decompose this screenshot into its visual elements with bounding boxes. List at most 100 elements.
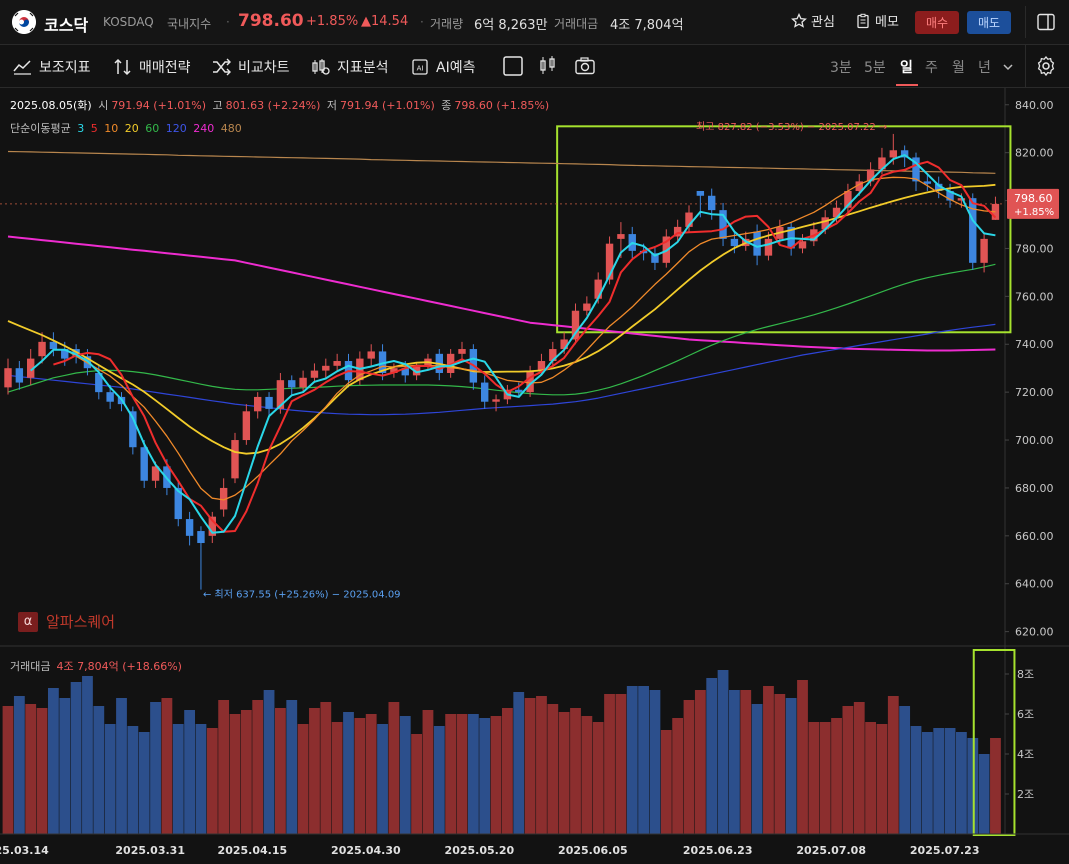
volume-tick-label: 6조 bbox=[1017, 708, 1034, 721]
ai-predict-label: AI예측 bbox=[436, 60, 476, 76]
volume-bar bbox=[343, 712, 354, 834]
candle-body bbox=[900, 150, 909, 158]
candle bbox=[935, 176, 943, 199]
candle bbox=[333, 353, 341, 371]
candle-body bbox=[912, 157, 920, 182]
memo-button[interactable]: 메모 bbox=[855, 11, 899, 30]
volume-bar bbox=[36, 708, 48, 834]
panel-toggle-icon[interactable] bbox=[1036, 12, 1056, 36]
candle bbox=[844, 183, 852, 213]
volume-bar bbox=[479, 718, 491, 834]
compare-label: 비교차트 bbox=[238, 60, 290, 76]
candle bbox=[458, 341, 466, 362]
candle-body bbox=[333, 361, 341, 366]
chevron-down-icon[interactable] bbox=[1001, 59, 1015, 78]
korea-flag-icon bbox=[12, 10, 36, 34]
watch-button[interactable]: 관심 bbox=[791, 11, 835, 30]
volume-bar bbox=[581, 716, 593, 834]
candle bbox=[322, 358, 330, 378]
volume-bar bbox=[433, 726, 445, 834]
candle-body bbox=[639, 250, 648, 254]
x-axis-label: 2025.07.08 bbox=[796, 844, 866, 857]
candle-body bbox=[27, 358, 35, 378]
layout-square-icon[interactable] bbox=[502, 55, 524, 81]
period-5min[interactable]: 5분 bbox=[864, 60, 886, 76]
candle-body bbox=[878, 157, 886, 170]
x-axis-label: 2025.06.23 bbox=[683, 844, 753, 857]
volume-bar bbox=[570, 708, 581, 834]
candle bbox=[378, 344, 387, 381]
buy-button[interactable]: 매수 bbox=[915, 11, 959, 34]
volume-panel: 8조 6조 4조 2조 2025.03.14 2025.03.31 2025.04.15 20… bbox=[0, 649, 1069, 857]
candle bbox=[265, 392, 273, 417]
low-value: 791.94 (+1.01%) bbox=[340, 99, 435, 112]
x-axis-label: 2025.07.23 bbox=[910, 844, 980, 857]
volume-bar bbox=[524, 698, 536, 834]
volume-bar bbox=[933, 728, 945, 834]
price-tag-price: 798.60 bbox=[1014, 192, 1053, 205]
volume-bar bbox=[275, 708, 286, 834]
period-week[interactable]: 주 bbox=[925, 60, 938, 76]
gear-icon[interactable] bbox=[1035, 55, 1057, 81]
volume-tick-label: 2조 bbox=[1017, 788, 1034, 801]
ai-predict-button[interactable]: AI AI예측 bbox=[410, 57, 475, 77]
chart-type-candle-icon[interactable] bbox=[537, 55, 559, 81]
candle bbox=[764, 231, 773, 261]
ma-legend-label: 단순이동평균 bbox=[10, 122, 71, 135]
analysis-button[interactable]: 지표분석 bbox=[311, 57, 389, 77]
y-tick-label: 840.00 bbox=[1015, 99, 1054, 112]
sell-button[interactable]: 매도 bbox=[967, 11, 1011, 34]
volume-bar bbox=[672, 718, 684, 834]
volume-bar bbox=[502, 708, 513, 834]
candle bbox=[310, 363, 319, 383]
volume-bar bbox=[297, 724, 309, 834]
volume-bar bbox=[229, 714, 241, 834]
candle-body bbox=[719, 210, 727, 239]
ohlc-info: 2025.08.05(화) 시 791.94 (+1.01%) 고 801.63 (… bbox=[10, 97, 552, 113]
high-annotation: 최고 827.82 (−3.53%) − 2025.07.22 → bbox=[696, 121, 887, 133]
high-value: 801.63 (+2.24%) bbox=[225, 99, 321, 112]
candle-body bbox=[151, 466, 160, 481]
ma-legend[interactable]: 단순이동평균 3 5 10 20 60 120 240 480 bbox=[10, 120, 245, 136]
period-month[interactable]: 월 bbox=[952, 60, 965, 76]
candle-body bbox=[231, 440, 239, 479]
volume-bar bbox=[25, 704, 37, 834]
candle bbox=[651, 246, 659, 271]
index-category: 국내지수 bbox=[167, 17, 212, 31]
candle-body bbox=[798, 241, 807, 249]
candle-body bbox=[560, 339, 568, 350]
candle-body bbox=[980, 238, 988, 263]
indicators-button[interactable]: 보조지표 bbox=[13, 57, 91, 77]
x-axis-label: 2025.04.15 bbox=[218, 844, 288, 857]
volume-bar bbox=[717, 670, 729, 834]
bar-date: 2025.08.05(화) bbox=[10, 99, 92, 112]
candle bbox=[299, 370, 307, 393]
period-year[interactable]: 년 bbox=[978, 60, 991, 76]
volume-panel-value: 4조 7,804억 (+18.66%) bbox=[56, 660, 182, 673]
strategy-button[interactable]: 매매전략 bbox=[113, 57, 191, 77]
candle bbox=[140, 440, 148, 488]
candle-body bbox=[957, 198, 966, 201]
candle bbox=[912, 152, 920, 191]
volume-bar bbox=[944, 728, 956, 834]
watch-label: 관심 bbox=[811, 15, 835, 30]
volume-bar bbox=[48, 688, 59, 834]
period-3min[interactable]: 3분 bbox=[830, 60, 852, 76]
candle bbox=[38, 332, 46, 364]
volume-bar bbox=[184, 710, 195, 834]
candle bbox=[969, 193, 977, 271]
x-axis-label: 2025.06.05 bbox=[558, 844, 628, 857]
camera-icon[interactable] bbox=[574, 55, 596, 81]
period-day[interactable]: 일 bbox=[900, 60, 913, 76]
indicators-label: 보조지표 bbox=[39, 60, 91, 76]
y-tick-label: 660.00 bbox=[1015, 530, 1054, 543]
compare-button[interactable]: 비교차트 bbox=[212, 57, 290, 77]
y-tick-label: 740.00 bbox=[1015, 338, 1054, 351]
separator-dot: · bbox=[420, 15, 424, 29]
price-chart[interactable]: 840.00820.00800.00780.00760.00740.00720.… bbox=[0, 88, 1069, 864]
candle bbox=[481, 375, 489, 409]
index-name: 코스닥 bbox=[44, 16, 89, 35]
candle-body bbox=[265, 396, 273, 409]
candle-body bbox=[4, 368, 12, 388]
volume-bar bbox=[411, 734, 422, 834]
